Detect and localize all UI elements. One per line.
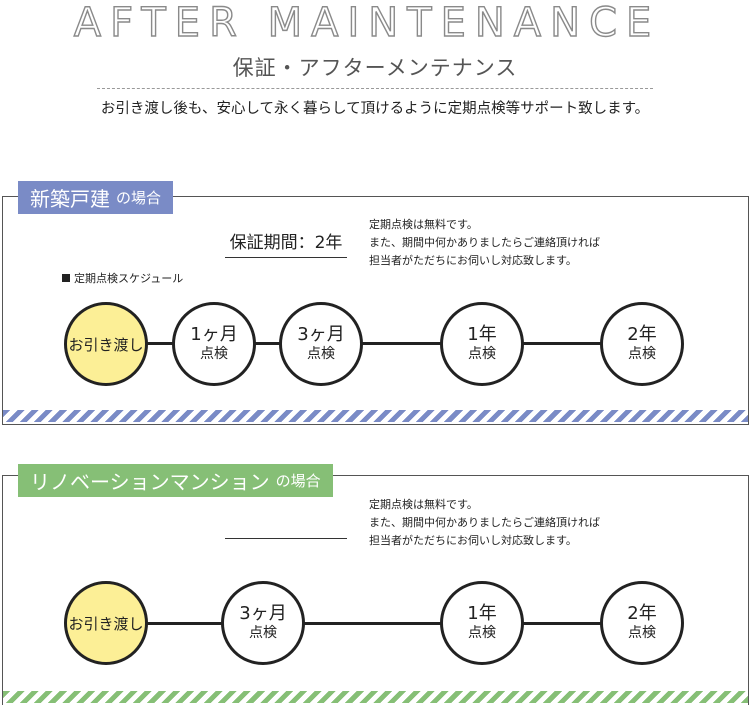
step-label: お引き渡し [68, 614, 144, 633]
step-sublabel: 点検 [468, 625, 496, 641]
square-bullet-icon [62, 274, 70, 282]
title-jp: 保証・アフターメンテナンス [232, 56, 518, 80]
step-2-years: 2年 点検 [600, 302, 684, 386]
step-label: 3ヶ月 [297, 324, 345, 345]
inspection-note: 定期点検は無料です。 また、期間中何かありましたらご連絡頂ければ 担当者がただち… [369, 216, 600, 270]
schedule-label: 定期点検スケジュール [74, 272, 184, 285]
section-label-main: リノベーションマンション [30, 470, 270, 494]
step-sublabel: 点検 [628, 346, 656, 362]
step-label: お引き渡し [68, 335, 144, 354]
step-3-months: 3ヶ月 点検 [221, 581, 305, 665]
section-label-suffix: の場合 [116, 189, 162, 207]
section-renovation-condo [2, 475, 749, 705]
step-sublabel: 点検 [200, 346, 228, 362]
section-label-renovation: リノベーションマンション の場合 [18, 464, 333, 497]
title-en: AFTER MAINTENANCE [73, 0, 661, 47]
step-label: 1年 [467, 603, 497, 624]
section-label-main: 新築戸建 [30, 187, 110, 211]
step-1-year: 1年 点検 [440, 302, 524, 386]
intro-text: お引き渡し後も、安心して永く暮らして頂けるように定期点検等サポート致します。 [100, 101, 650, 117]
step-label: 2年 [627, 603, 657, 624]
section-label-new-house: 新築戸建 の場合 [18, 181, 174, 214]
step-2-years: 2年 点検 [600, 581, 684, 665]
inspection-note: 定期点検は無料です。 また、期間中何かありましたらご連絡頂ければ 担当者がただち… [369, 496, 600, 550]
note-line: 担当者がただちにお伺いし対応致します。 [369, 254, 577, 267]
step-sublabel: 点検 [249, 625, 277, 641]
section-label-suffix: の場合 [275, 472, 321, 490]
dashed-divider [97, 88, 653, 89]
note-line: また、期間中何かありましたらご連絡頂ければ [369, 516, 600, 529]
warranty-period: 保証期間：2年 [225, 231, 347, 258]
step-3-months: 3ヶ月 点検 [279, 302, 363, 386]
step-1-year: 1年 点検 [440, 581, 524, 665]
warranty-period [225, 512, 347, 539]
step-handover: お引き渡し [64, 302, 148, 386]
schedule-heading: 定期点検スケジュール [62, 270, 183, 286]
step-label: 3ヶ月 [239, 603, 287, 624]
note-line: 定期点検は無料です。 [369, 498, 478, 511]
timeline-line [140, 342, 650, 345]
stripe-band [3, 410, 748, 422]
step-sublabel: 点検 [307, 346, 335, 362]
note-line: また、期間中何かありましたらご連絡頂ければ [369, 236, 600, 249]
stripe-band [3, 691, 748, 703]
step-label: 2年 [627, 324, 657, 345]
step-handover: お引き渡し [64, 581, 148, 665]
timeline-line [140, 622, 650, 625]
step-1-month: 1ヶ月 点検 [172, 302, 256, 386]
step-sublabel: 点検 [628, 625, 656, 641]
step-label: 1年 [467, 324, 497, 345]
note-line: 定期点検は無料です。 [369, 218, 478, 231]
step-label: 1ヶ月 [190, 324, 238, 345]
section-new-house [2, 196, 749, 425]
note-line: 担当者がただちにお伺いし対応致します。 [369, 534, 577, 547]
step-sublabel: 点検 [468, 346, 496, 362]
